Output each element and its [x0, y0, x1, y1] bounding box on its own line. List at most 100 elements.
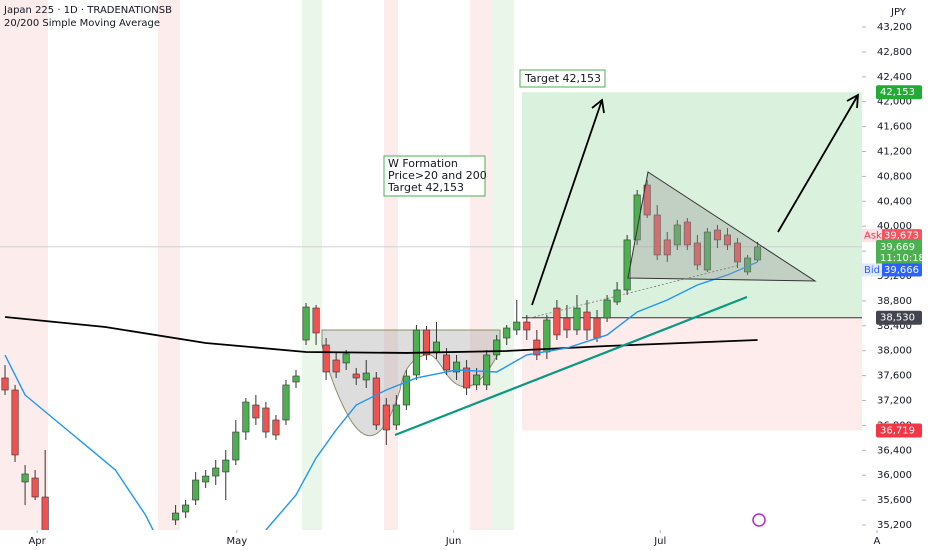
candle-body [523, 321, 531, 331]
candle-body [21, 473, 29, 483]
candle-body [443, 354, 451, 371]
y-tick-label: 38,400 [877, 321, 912, 332]
candle-body [723, 234, 731, 246]
candle-body [583, 311, 591, 331]
y-tick-label: 42,800 [877, 47, 912, 58]
position-zones [0, 92, 862, 431]
price-tag-label: 36,719 [880, 425, 915, 436]
plot [1, 179, 762, 530]
candle-body [693, 242, 701, 266]
candle-body [252, 404, 260, 419]
candle-body [342, 353, 350, 364]
y-tick-label: 42,400 [877, 72, 912, 83]
arrow [777, 93, 860, 233]
candle-body [733, 242, 742, 263]
x-tick-label: May [226, 536, 247, 547]
candle-body [513, 321, 521, 331]
ask-text: Ask [864, 231, 882, 242]
candle-body [643, 184, 651, 216]
candle-body [593, 317, 601, 339]
y-tick-label: 36,400 [877, 445, 912, 456]
y-tick-label: 38,800 [877, 296, 912, 307]
candle-body [392, 404, 400, 426]
candle-body [242, 401, 250, 433]
price-tag-label: 38,530 [880, 313, 915, 324]
target-box [519, 69, 606, 88]
candle-body [463, 367, 471, 389]
candle-body [172, 512, 180, 521]
price-tag [876, 85, 922, 100]
logo [752, 513, 766, 527]
y-tick-label: 35,600 [877, 495, 912, 506]
candle-body [503, 327, 511, 339]
session-bands [0, 0, 514, 530]
note-line: Price>20 and 200 [388, 169, 487, 182]
ask-label: 39,673 [884, 231, 919, 242]
candle-body [262, 407, 270, 433]
y-tick-label: 41,200 [877, 147, 912, 158]
note-line: Target 42,153 [387, 181, 464, 194]
candle-body [352, 373, 360, 379]
x-tick-label: Jun [445, 536, 462, 547]
profit-zone [522, 92, 862, 318]
band [470, 0, 492, 530]
candle-body [422, 329, 430, 356]
price-tag [876, 423, 922, 438]
drawings-under [321, 329, 501, 437]
band [302, 0, 322, 530]
candle-body [372, 377, 380, 426]
band [158, 0, 180, 530]
w-pattern [321, 329, 501, 437]
candle-body [683, 221, 691, 246]
candle-body [222, 459, 230, 473]
y-tick-label: 37,600 [877, 371, 912, 382]
candle-body [1, 377, 9, 391]
candle-body [11, 389, 19, 456]
y-tick-label: 40,400 [877, 196, 912, 207]
trend-line [394, 295, 748, 437]
candle-body [633, 194, 641, 241]
y-tick-label: 40,000 [877, 221, 912, 232]
candle-body [192, 479, 200, 501]
candle-body [312, 307, 320, 334]
candle-body [292, 375, 300, 383]
current-price-label: 39,669 [880, 242, 915, 253]
y-tick-label: 41,600 [877, 122, 912, 133]
candle-body [202, 475, 210, 483]
candle-body [212, 467, 220, 477]
x-tick-label: Jul [653, 536, 666, 547]
candle-body [382, 404, 390, 431]
candle-body [623, 239, 631, 291]
bid-box [862, 263, 882, 277]
candle-body [703, 231, 711, 271]
indicator-title: 20/200 Simple Moving Average [4, 18, 160, 29]
y-tick-label: 36,000 [877, 470, 912, 481]
candle-body [272, 419, 280, 436]
candle-body [322, 344, 330, 373]
candle-body [432, 341, 440, 353]
price-tag [876, 310, 922, 325]
band [0, 0, 48, 530]
bid-label: 39,666 [884, 265, 919, 276]
loss-zone [522, 317, 862, 431]
candle-body [282, 384, 290, 421]
candle-body [453, 361, 461, 373]
note-line: W Formation [388, 157, 458, 170]
y-tick-label: 42,000 [877, 97, 912, 108]
currency: JPY [890, 7, 907, 18]
moving-average [4, 261, 758, 530]
axes: 35,20035,60036,00036,40036,80037,20037,6… [28, 22, 924, 547]
ask-box [862, 229, 882, 243]
price-tag [876, 229, 922, 243]
price-tag [876, 239, 922, 266]
candle-body [673, 224, 681, 246]
candle-body [553, 307, 561, 336]
candle-body [543, 319, 551, 353]
x-tick-label: A [874, 536, 881, 547]
candle-body [402, 375, 410, 406]
candle-body [533, 339, 541, 356]
price-tag-label: 42,153 [880, 87, 915, 98]
countdown: 11:10:18 [880, 253, 925, 264]
target-note: Target 42,153 [524, 72, 601, 85]
